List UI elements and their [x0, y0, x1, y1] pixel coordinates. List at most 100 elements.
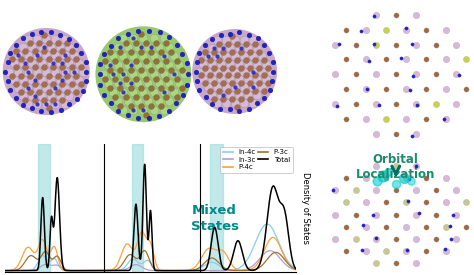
Point [412, 236, 419, 241]
Point [65, 61, 73, 65]
Point [155, 114, 163, 119]
Point [236, 61, 243, 66]
Point [45, 90, 52, 94]
Point [251, 57, 259, 62]
Point [369, 213, 376, 218]
Point [139, 72, 147, 76]
Point [333, 103, 340, 108]
Point [254, 36, 262, 40]
Point [332, 236, 339, 241]
Point [117, 86, 124, 90]
Point [124, 99, 132, 103]
Point [17, 73, 25, 78]
Point [31, 78, 38, 82]
Point [156, 29, 164, 34]
Point [65, 94, 73, 98]
Point [258, 53, 265, 58]
Point [352, 102, 359, 106]
Point [10, 78, 18, 82]
Point [402, 249, 410, 253]
Bar [132, 144, 143, 272]
Point [28, 32, 36, 36]
Point [101, 59, 109, 63]
Point [253, 46, 261, 50]
Point [129, 108, 137, 112]
Point [59, 81, 66, 86]
Point [253, 77, 261, 82]
Point [412, 261, 419, 265]
Point [412, 102, 419, 106]
Point [222, 38, 229, 42]
Point [19, 103, 27, 107]
Point [267, 69, 274, 74]
Point [24, 69, 31, 74]
Point [49, 49, 57, 53]
Point [456, 73, 463, 77]
Point [40, 49, 48, 53]
Point [47, 61, 55, 65]
Point [219, 65, 227, 70]
Point [236, 109, 243, 113]
Point [157, 50, 165, 54]
Point [195, 51, 203, 55]
Point [134, 29, 142, 33]
Point [209, 61, 216, 66]
Point [117, 45, 124, 50]
Point [226, 107, 234, 112]
Point [77, 81, 85, 86]
Point [17, 57, 25, 62]
Point [370, 41, 378, 46]
Point [213, 53, 220, 58]
Point [452, 42, 460, 47]
Point [12, 81, 20, 86]
Point [152, 41, 160, 45]
Point [175, 63, 183, 67]
Point [412, 131, 419, 136]
Point [233, 42, 241, 46]
Point [107, 86, 114, 90]
Point [255, 65, 263, 70]
Point [38, 61, 46, 65]
Point [124, 32, 132, 36]
Point [172, 101, 180, 105]
Point [240, 69, 247, 74]
Point [200, 61, 207, 66]
Point [147, 86, 155, 90]
Point [412, 164, 420, 168]
Point [178, 52, 186, 56]
Point [260, 73, 268, 78]
Point [117, 103, 124, 108]
Point [68, 65, 75, 70]
Point [242, 89, 250, 94]
Point [31, 49, 38, 53]
Point [432, 102, 440, 106]
Point [119, 54, 127, 59]
Point [222, 53, 229, 58]
Point [37, 109, 45, 113]
Point [249, 69, 256, 74]
Point [412, 72, 419, 76]
Point [402, 176, 410, 180]
Point [342, 176, 349, 180]
Point [209, 93, 216, 97]
Point [19, 61, 27, 65]
Point [129, 72, 137, 76]
Point [392, 72, 400, 76]
Point [240, 53, 247, 58]
Point [231, 85, 238, 90]
Point [422, 224, 430, 229]
Point [40, 45, 48, 49]
Point [43, 86, 50, 90]
Point [57, 108, 65, 112]
Point [217, 33, 225, 37]
Point [142, 41, 150, 45]
Point [40, 98, 48, 102]
Point [246, 97, 254, 101]
Point [266, 88, 274, 92]
Point [132, 95, 139, 99]
Point [219, 93, 227, 97]
Point [432, 188, 440, 192]
Point [408, 178, 415, 183]
Point [82, 69, 90, 74]
Point [449, 213, 457, 217]
